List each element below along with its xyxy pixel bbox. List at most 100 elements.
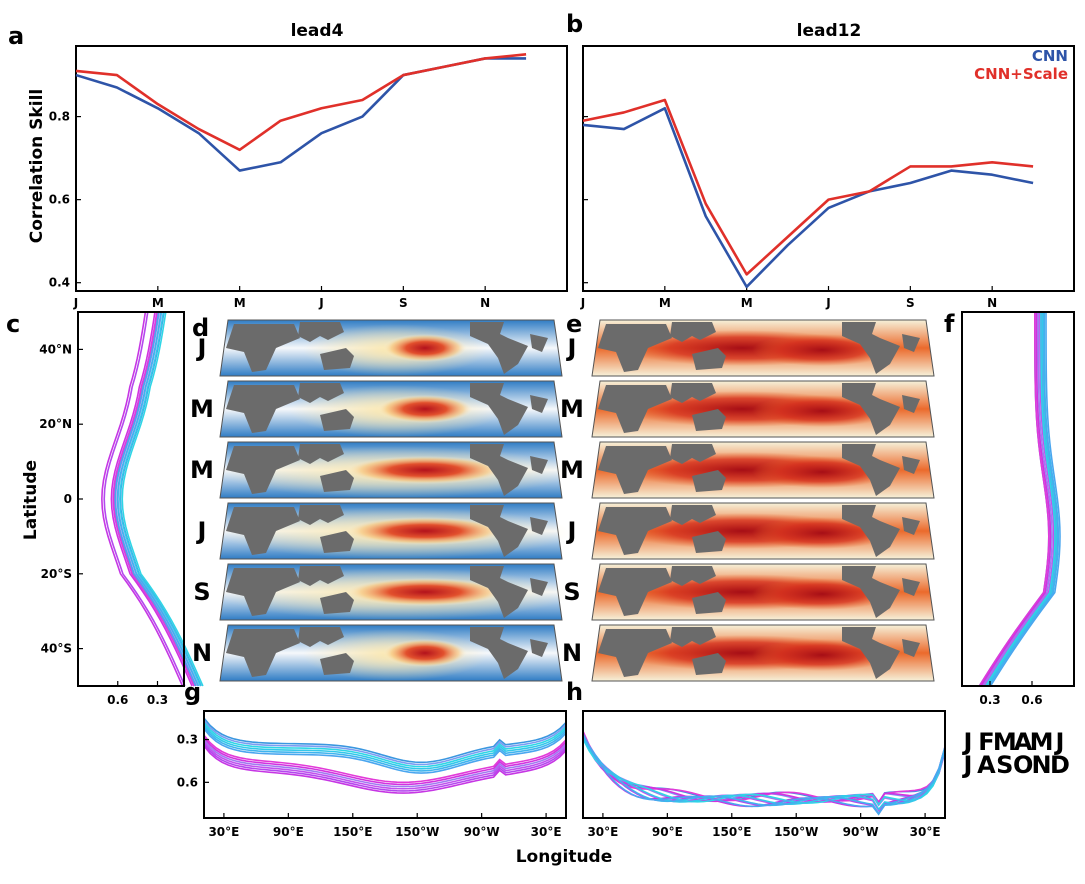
map-land-africa (598, 507, 672, 555)
map-land-australia (320, 409, 354, 431)
map-land-africa (598, 324, 672, 372)
map-land-africa-west (902, 395, 920, 413)
c-xtick-label: 0.6 (107, 693, 128, 707)
panel-label-a: a (8, 22, 24, 50)
e-maps-month-map (591, 441, 935, 499)
map-land-australia (692, 470, 726, 492)
month-legend-entry: M (993, 728, 1017, 756)
month-legend-entry: J (962, 728, 973, 756)
g-month-curve (203, 734, 567, 784)
g-month-curve (203, 736, 567, 786)
map-land-africa-west (530, 578, 548, 596)
panel-h-frame (582, 710, 946, 819)
map-land-asia (298, 505, 344, 525)
map-land-africa (226, 324, 300, 372)
map-land-australia (692, 348, 726, 370)
map-land-asia (298, 444, 344, 464)
map-land-asia (670, 383, 716, 403)
map-land-africa-west (530, 334, 548, 352)
panel-label-d: d (192, 314, 209, 342)
panel-e: e J M M J S N (560, 310, 935, 682)
e-maps-month-map (591, 624, 935, 682)
map-land-americas (842, 444, 900, 496)
panel-c-month-curve (103, 311, 186, 687)
f-xtick-label: 0.6 (1021, 693, 1042, 707)
panel-label-f: f (944, 310, 955, 338)
e-maps-month-label: J (566, 517, 577, 545)
e-maps-month-map (591, 502, 935, 560)
map-land-africa (226, 507, 300, 555)
map-land-africa-west (530, 517, 548, 535)
panel-f-month-curve (986, 311, 1058, 687)
b-xtick-label: S (906, 296, 915, 310)
e-maps-month-map (591, 319, 935, 377)
panel-g: g 0.3 0.6 30°E 90°E 150°E 150°W 90°W 30°E (177, 678, 567, 839)
d-maps-month-map (219, 502, 571, 560)
map-land-americas (842, 383, 900, 435)
map-land-africa (598, 446, 672, 494)
d-maps-month-label: M (190, 395, 214, 423)
map-land-africa (226, 446, 300, 494)
panel-c-month-curve (112, 311, 196, 687)
e-maps-month-label: J (566, 334, 577, 362)
map-land-americas (470, 383, 528, 435)
d-maps-month-map (219, 624, 563, 682)
map-land-africa (598, 385, 672, 433)
c-ytick-label: 20°S (41, 567, 72, 581)
b-series-cnn-line (582, 106, 1034, 289)
panel-c-month-curve (110, 311, 193, 687)
e-maps-month-label: M (560, 456, 584, 484)
month-legend-entry: M (1030, 728, 1054, 756)
map-hotspot (383, 639, 467, 667)
d-maps-month-label: N (192, 639, 212, 667)
a-xtick-label: N (480, 296, 490, 310)
month-legend-entry: N (1032, 751, 1052, 779)
panel-f-month-curve (978, 311, 1050, 687)
panel-c-curves (101, 311, 204, 687)
map-land-americas (470, 322, 528, 374)
month-legend-entry: S (996, 751, 1013, 779)
map-land-australia (692, 592, 726, 614)
panel-b: b lead12 J M M J S N CNN CNN+Scale (566, 10, 1075, 310)
map-land-australia (320, 653, 354, 675)
d-maps-month-map (219, 441, 571, 499)
a-xtick-label: M (152, 296, 164, 310)
panel-f-month-curve (988, 311, 1060, 687)
g-month-curve (203, 743, 567, 792)
d-maps-month-map (219, 563, 571, 621)
a-series-cnn-scale-line (75, 53, 527, 152)
map-land-americas (842, 627, 900, 679)
map-land-asia (298, 627, 344, 647)
map-land-asia (670, 444, 716, 464)
e-maps-month-label: N (562, 639, 582, 667)
d-maps-month-map (219, 380, 563, 438)
g-month-curve (203, 726, 567, 772)
panel-f-month-curve (984, 311, 1056, 687)
legend-entry-cnn-scale: CNN+Scale (974, 65, 1068, 83)
x-axis-label-longitude: Longitude (516, 847, 613, 867)
c-ytick-label: 40°N (39, 342, 72, 356)
g-month-curve (203, 724, 567, 770)
panel-b-series (582, 98, 1034, 289)
legend-entry-cnn: CNN (1032, 47, 1068, 65)
h-month-curve (582, 737, 946, 811)
map-hotspot (383, 334, 467, 362)
h-month-curve (582, 738, 946, 806)
map-land-americas (470, 566, 528, 618)
c-ytick-label: 40°S (41, 642, 72, 656)
map-land-africa-west (902, 517, 920, 535)
h-xtick-label: 150°E (712, 825, 751, 839)
e-maps-month-map (591, 380, 935, 438)
map-land-australia (320, 531, 354, 553)
panel-g-frame (203, 710, 567, 819)
g-ytick-label: 0.6 (177, 775, 198, 789)
map-land-americas (842, 322, 900, 374)
month-legend-entry: A (977, 751, 996, 779)
a-ytick-label: 0.8 (49, 110, 70, 124)
panel-e-maps: J M M J S N (560, 319, 935, 682)
panel-d-maps: J M M J S N (190, 319, 571, 682)
y-axis-label-latitude: Latitude (21, 460, 41, 540)
